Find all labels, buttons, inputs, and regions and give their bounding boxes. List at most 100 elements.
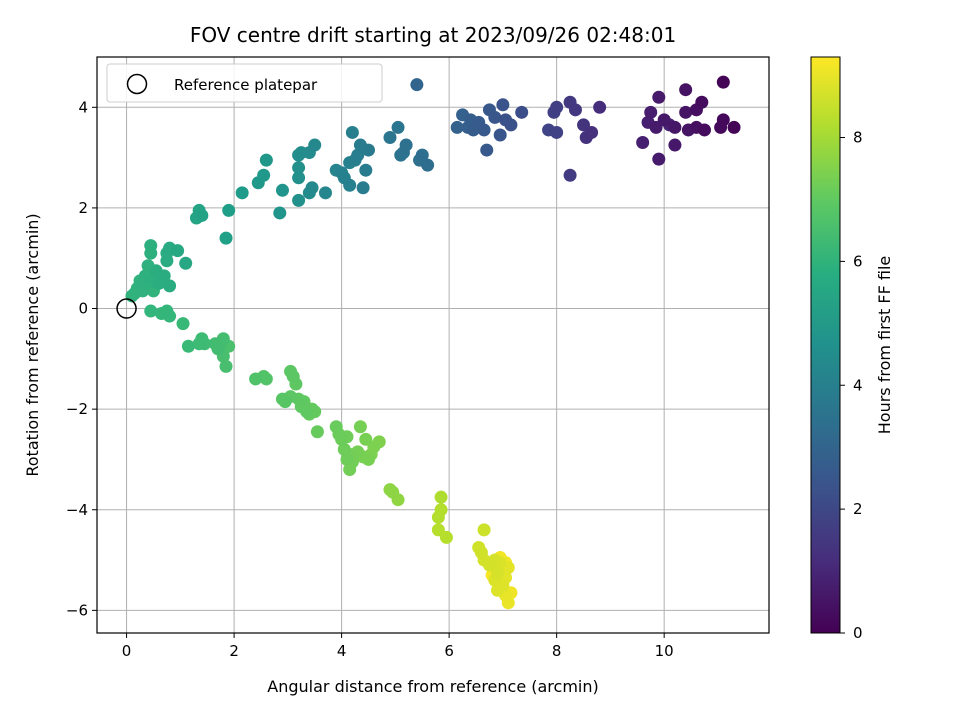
data-point	[343, 178, 357, 192]
data-point	[410, 78, 424, 92]
data-point	[593, 100, 607, 114]
x-tick-label: 2	[229, 642, 239, 660]
data-point	[160, 304, 174, 318]
data-point	[515, 105, 529, 119]
data-point	[222, 203, 236, 217]
data-point	[136, 276, 150, 290]
data-point	[335, 432, 349, 446]
data-point	[144, 304, 158, 318]
data-point	[391, 120, 405, 134]
data-point	[286, 369, 300, 383]
data-point	[171, 244, 185, 258]
y-axis-label: Rotation from reference (arcmin)	[23, 213, 42, 476]
data-point	[329, 420, 343, 434]
data-point	[211, 342, 225, 356]
data-point	[359, 432, 373, 446]
data-point	[550, 100, 564, 114]
data-point	[292, 171, 306, 185]
data-point	[249, 372, 263, 386]
data-point	[568, 103, 582, 117]
x-tick-label: 4	[337, 642, 347, 660]
data-point	[668, 120, 682, 134]
data-point	[480, 143, 494, 157]
data-point	[337, 442, 351, 456]
data-point	[477, 123, 491, 137]
legend-entry-reference: Reference platepar	[174, 76, 318, 94]
data-point	[679, 83, 693, 97]
data-point	[434, 490, 448, 504]
data-point	[259, 372, 273, 386]
data-points	[116, 75, 741, 610]
x-tick-label: 0	[122, 642, 132, 660]
colorbar-tick-label: 6	[853, 252, 863, 270]
data-point	[179, 256, 193, 270]
data-point	[292, 161, 306, 175]
data-point	[157, 269, 171, 283]
data-point	[482, 558, 496, 572]
data-point	[421, 158, 435, 172]
data-point	[668, 138, 682, 152]
colorbar-ticks: 0 2 4 6 8	[840, 129, 863, 642]
data-point	[477, 523, 491, 537]
data-point	[361, 452, 375, 466]
data-point	[636, 136, 650, 150]
data-point	[399, 138, 413, 152]
x-axis-ticks: 0 2 4 6 8 10	[122, 633, 674, 660]
data-point	[439, 530, 453, 544]
x-tick-label: 10	[655, 642, 674, 660]
y-axis-ticks: −6 −4 −2 0 2 4	[66, 98, 97, 619]
legend-box	[106, 63, 383, 103]
colorbar-gradient	[810, 56, 841, 634]
colorbar-tick-label: 0	[853, 624, 863, 642]
y-tick-label: 2	[78, 199, 88, 217]
x-tick-label: 6	[444, 642, 454, 660]
data-point	[415, 148, 429, 162]
data-point	[305, 181, 319, 195]
data-point	[160, 254, 174, 268]
chart-title: FOV centre drift starting at 2023/09/26 …	[190, 23, 676, 47]
data-point	[716, 75, 730, 89]
colorbar: 0 2 4 6 8 Hours from first FF file	[810, 56, 894, 642]
colorbar-tick-label: 8	[853, 129, 863, 147]
data-point	[383, 130, 397, 144]
data-point	[563, 168, 577, 182]
data-point	[504, 118, 518, 132]
data-point	[181, 339, 195, 353]
data-point	[275, 183, 289, 197]
y-tick-label: −2	[66, 400, 88, 418]
data-point	[431, 510, 445, 524]
data-point	[652, 152, 666, 166]
data-point	[353, 420, 367, 434]
data-point	[679, 105, 693, 119]
data-point	[340, 452, 354, 466]
data-point	[308, 138, 322, 152]
data-point	[474, 546, 488, 560]
data-point	[163, 279, 177, 293]
legend-marker-reference	[126, 73, 148, 95]
data-point	[697, 123, 711, 137]
data-point	[695, 95, 709, 109]
data-point	[278, 395, 292, 409]
reference-platepar-marker	[116, 298, 137, 319]
plot-frame	[96, 56, 770, 634]
data-point	[496, 98, 510, 112]
y-tick-label: 0	[78, 300, 88, 318]
data-point	[310, 425, 324, 439]
data-point	[450, 120, 464, 134]
data-point	[345, 125, 359, 139]
grid-lines	[97, 57, 769, 633]
data-point	[356, 181, 370, 195]
data-point	[657, 113, 671, 127]
data-point	[386, 485, 400, 499]
colorbar-label: Hours from first FF file	[875, 256, 894, 435]
data-point	[259, 153, 273, 167]
data-point	[195, 208, 209, 222]
data-point	[644, 105, 658, 119]
x-axis-label: Angular distance from reference (arcmin)	[267, 677, 598, 696]
data-point	[292, 193, 306, 207]
data-point	[235, 186, 249, 200]
data-point	[351, 148, 365, 162]
data-point	[359, 163, 373, 177]
data-point	[273, 206, 287, 220]
